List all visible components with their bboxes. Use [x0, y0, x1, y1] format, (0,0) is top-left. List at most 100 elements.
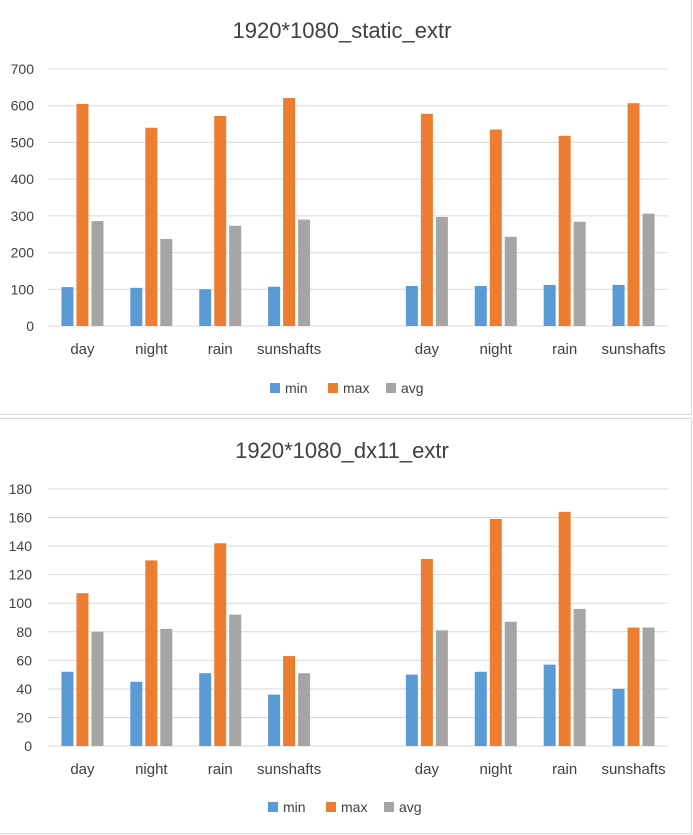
bar-avg[interactable] [504, 621, 517, 746]
bar-min[interactable] [199, 673, 212, 746]
bar-avg[interactable] [160, 238, 173, 326]
y-tick-label: 0 [26, 318, 34, 334]
x-tick-label: rain [552, 341, 577, 358]
bar-max[interactable] [420, 558, 433, 746]
legend-swatch-avg [384, 802, 394, 812]
y-tick-label: 100 [9, 595, 33, 611]
y-tick-label: 200 [11, 245, 35, 261]
y-tick-label: 80 [16, 624, 32, 640]
bar-max[interactable] [145, 560, 158, 746]
y-tick-label: 500 [11, 134, 35, 150]
bar-max[interactable] [420, 113, 433, 326]
y-tick-label: 120 [9, 567, 33, 583]
y-tick-label: 180 [9, 481, 33, 497]
bar-min[interactable] [405, 285, 418, 326]
bar-max[interactable] [214, 543, 227, 746]
bar-avg[interactable] [91, 631, 104, 746]
legend-label-min[interactable]: min [285, 380, 308, 396]
bar-min[interactable] [543, 664, 556, 746]
x-tick-label: sunshafts [257, 341, 321, 358]
y-tick-label: 40 [16, 681, 32, 697]
chart-title: 1920*1080_dx11_extr [235, 438, 449, 463]
legend-label-min[interactable]: min [283, 799, 306, 815]
x-tick-label: night [135, 761, 168, 778]
bar-min[interactable] [612, 688, 625, 746]
bar-max[interactable] [214, 115, 227, 326]
x-tick-label: sunshafts [601, 761, 665, 778]
legend-swatch-min [270, 383, 280, 393]
bar-min[interactable] [130, 681, 143, 746]
legend-swatch-max [328, 383, 338, 393]
chart-panel-dx11-extr[interactable]: 1920*1080_dx11_extr 0 20 40 60 80 100 120 140 160… [0, 418, 692, 834]
legend-swatch-max [326, 802, 336, 812]
bar-avg[interactable] [435, 216, 448, 326]
bar-avg[interactable] [91, 220, 104, 326]
bar-max[interactable] [76, 103, 89, 326]
y-tick-label: 400 [11, 171, 35, 187]
x-tick-label: rain [208, 761, 233, 778]
bar-avg[interactable] [229, 225, 242, 326]
bar-avg[interactable] [573, 221, 586, 326]
x-tick-label: night [480, 341, 513, 358]
bar-min[interactable] [405, 674, 418, 746]
y-tick-label: 60 [16, 652, 32, 668]
x-tick-label: day [70, 341, 95, 358]
bar-avg[interactable] [229, 614, 242, 746]
y-tick-label: 140 [9, 538, 33, 554]
chart-dx11-extr: 1920*1080_dx11_extr 0 20 40 60 80 100 120 140 160… [9, 438, 668, 815]
chart-static-extr: 1920*1080_static_extr 0 100 200 300 400 500 600… [11, 18, 668, 396]
y-tick-label: 0 [24, 738, 32, 754]
chart-panel-static-extr[interactable]: 1920*1080_static_extr 0 100 200 300 400 500 600… [0, 0, 692, 415]
bar-min[interactable] [543, 284, 556, 326]
bar-max[interactable] [627, 103, 640, 326]
bar-min[interactable] [612, 284, 625, 326]
x-tick-label: rain [208, 341, 233, 358]
bar-max[interactable] [283, 656, 296, 746]
bar-min[interactable] [474, 671, 487, 746]
bar-avg[interactable] [160, 628, 173, 746]
x-tick-label: rain [552, 761, 577, 778]
chart-title: 1920*1080_static_extr [233, 18, 452, 43]
legend-label-avg[interactable]: avg [401, 380, 424, 396]
bar-max[interactable] [627, 627, 640, 746]
bar-min[interactable] [199, 289, 212, 326]
bar-max[interactable] [489, 129, 502, 326]
bar-avg[interactable] [642, 627, 655, 746]
legend-label-max[interactable]: max [341, 799, 367, 815]
legend-label-avg[interactable]: avg [399, 799, 422, 815]
x-tick-label: day [415, 341, 440, 358]
bar-max[interactable] [489, 518, 502, 746]
legend-swatch-min [268, 802, 278, 812]
bar-min[interactable] [474, 285, 487, 326]
x-tick-label: sunshafts [257, 761, 321, 778]
y-tick-label: 160 [9, 510, 33, 526]
bar-avg[interactable] [642, 213, 655, 326]
bar-max[interactable] [558, 511, 571, 746]
y-tick-label: 300 [11, 208, 35, 224]
bar-avg[interactable] [435, 630, 448, 746]
y-tick-label: 600 [11, 98, 35, 114]
y-tick-label: 700 [11, 61, 35, 77]
bar-avg[interactable] [298, 219, 311, 326]
x-tick-label: sunshafts [601, 341, 665, 358]
bar-max[interactable] [283, 98, 296, 326]
bar-min[interactable] [268, 286, 281, 326]
y-tick-label: 20 [16, 709, 32, 725]
bar-avg[interactable] [504, 236, 517, 326]
bar-max[interactable] [145, 127, 158, 326]
bar-min[interactable] [61, 671, 74, 746]
bar-max[interactable] [76, 593, 89, 746]
bar-min[interactable] [61, 287, 74, 326]
bar-avg[interactable] [573, 608, 586, 746]
y-tick-label: 100 [11, 281, 35, 297]
x-tick-label: night [135, 341, 168, 358]
bar-max[interactable] [558, 135, 571, 326]
x-tick-label: night [480, 761, 513, 778]
x-tick-label: day [415, 761, 440, 778]
bar-avg[interactable] [298, 673, 311, 746]
bar-min[interactable] [268, 694, 281, 746]
bar-min[interactable] [130, 287, 143, 326]
legend-label-max[interactable]: max [343, 380, 369, 396]
legend-swatch-avg [386, 383, 396, 393]
x-tick-label: day [70, 761, 95, 778]
